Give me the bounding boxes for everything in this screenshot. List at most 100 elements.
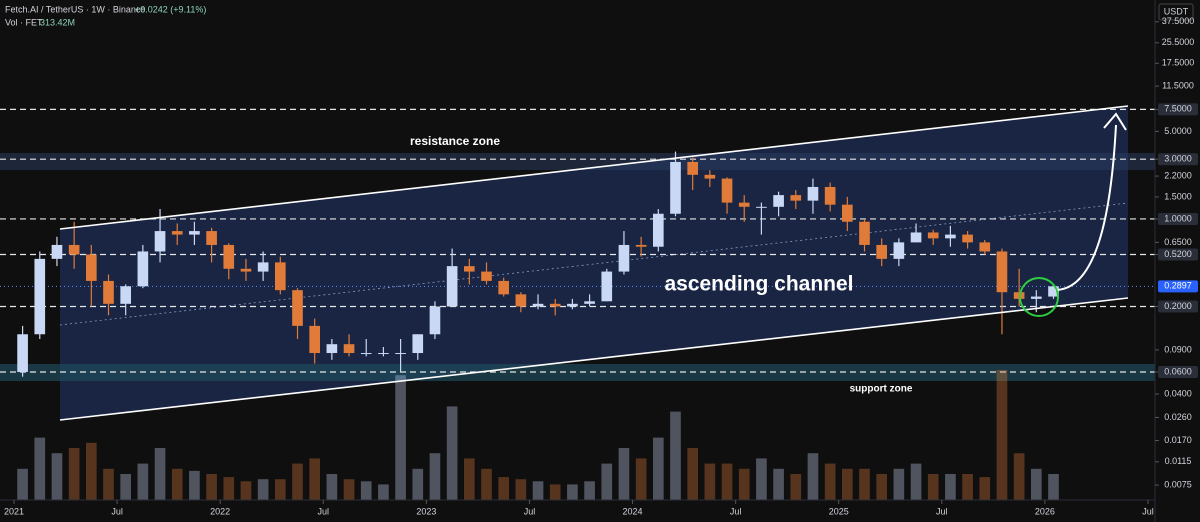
candle-body: [635, 244, 647, 247]
x-tick-label: 2025: [829, 506, 849, 516]
candle-body: [962, 234, 973, 243]
y-tick-label: 0.0260: [1164, 412, 1192, 422]
x-tick-label: Jul: [111, 506, 123, 516]
volume-bar: [463, 458, 475, 500]
volume-bar: [429, 453, 441, 500]
volume-bar: [601, 463, 613, 500]
candle-body: [51, 244, 63, 259]
currency[interactable]: USDT: [1164, 6, 1189, 16]
candle-body: [189, 231, 200, 235]
candle-body: [945, 234, 956, 239]
volume-bar: [189, 470, 200, 500]
y-tick-label: 0.2000: [1164, 301, 1192, 311]
candle-body: [378, 353, 389, 355]
volume-bar: [876, 474, 888, 500]
last-price-label: 0.2897: [1164, 281, 1192, 291]
volume-bar: [103, 468, 114, 500]
y-tick-label: 25.5000: [1162, 37, 1195, 47]
x-tick-label: Jul: [936, 506, 948, 516]
y-tick-label: 2.2000: [1164, 170, 1192, 180]
x-tick-label: Jul: [1142, 506, 1154, 516]
y-tick-label: 11.5000: [1162, 80, 1194, 90]
highlight-circle: [1019, 277, 1059, 317]
volume-bar: [412, 468, 424, 500]
y-tick-label: 37.5000: [1162, 16, 1195, 26]
x-tick-label: 2026: [1035, 506, 1055, 516]
channel-upper: [59, 105, 1129, 230]
candle-body: [103, 280, 114, 304]
volume-bar: [893, 468, 905, 500]
volume-bar: [927, 474, 939, 500]
volume-bar: [240, 481, 252, 500]
level-badge: [1158, 153, 1198, 166]
candle-body: [274, 262, 286, 291]
volume-bar: [756, 458, 767, 500]
volume-bar: [910, 463, 922, 500]
volume-bar: [635, 458, 647, 500]
channel-label: ascending channel: [664, 273, 853, 296]
candle-body: [498, 280, 510, 295]
candle-body: [824, 186, 836, 205]
y-tick-label: 0.0600: [1164, 366, 1192, 376]
candle-body: [756, 206, 767, 208]
volume-bar: [515, 479, 527, 500]
y-tick-label: 0.0900: [1164, 344, 1192, 354]
y-tick-label: 5.0000: [1164, 126, 1192, 136]
volume-bar: [498, 477, 510, 500]
y-tick-label: 0.0170: [1164, 435, 1192, 445]
candle-body: [85, 254, 97, 281]
candle-body: [859, 221, 870, 245]
candle-body: [721, 178, 733, 203]
level-badge: [1158, 365, 1198, 378]
x-tick-label: 2023: [416, 506, 436, 516]
volume-bar: [206, 474, 217, 500]
candle-body: [618, 244, 630, 272]
y-tick-label: 1.0000: [1164, 213, 1192, 223]
last-price-badge: [1158, 280, 1198, 293]
level-badge: [1158, 212, 1198, 225]
currency-box[interactable]: [1158, 3, 1194, 21]
candle-body: [996, 251, 1008, 293]
volume-bar: [549, 484, 561, 500]
candle-body: [927, 232, 939, 239]
volume-bar: [704, 463, 716, 500]
candle-body: [429, 306, 441, 335]
candle-body: [549, 303, 561, 307]
volume-bar: [446, 406, 458, 500]
support-band: [0, 364, 1155, 381]
candle-body: [807, 186, 819, 201]
candle-body: [584, 301, 595, 304]
y-tick-label: 3.0000: [1164, 154, 1192, 164]
volume-bar: [395, 375, 406, 500]
candle-body: [979, 242, 991, 252]
candle-body: [601, 271, 613, 302]
volume-bar: [378, 484, 389, 500]
candle-body: [687, 161, 699, 175]
y-tick-label: 0.0400: [1164, 388, 1192, 398]
volume-bar: [807, 453, 819, 500]
candle-body: [223, 244, 235, 269]
x-tick-label: Jul: [524, 506, 536, 516]
x-tick-label: 2021: [4, 506, 24, 516]
candle-body: [68, 244, 80, 255]
volume-bar: [257, 479, 269, 500]
level-badge: [1158, 300, 1198, 313]
volume-bar: [51, 453, 63, 500]
candle-body: [893, 242, 905, 259]
volume-bar: [309, 458, 321, 500]
candle-body: [773, 195, 784, 207]
level-badge: [1158, 248, 1198, 261]
volume-bar: [584, 481, 595, 500]
volume-bar: [1048, 474, 1059, 500]
candle-body: [567, 303, 578, 307]
resistance-label: resistance zone: [410, 134, 500, 148]
y-tick-label: 0.5200: [1164, 249, 1192, 259]
candle-body: [154, 231, 166, 252]
volume-bar: [652, 437, 664, 500]
volume-bar: [34, 437, 46, 500]
resistance-band: [0, 153, 1155, 170]
volume-bar: [343, 479, 355, 500]
volume-bar: [996, 370, 1008, 500]
marks: [0, 108, 1155, 500]
